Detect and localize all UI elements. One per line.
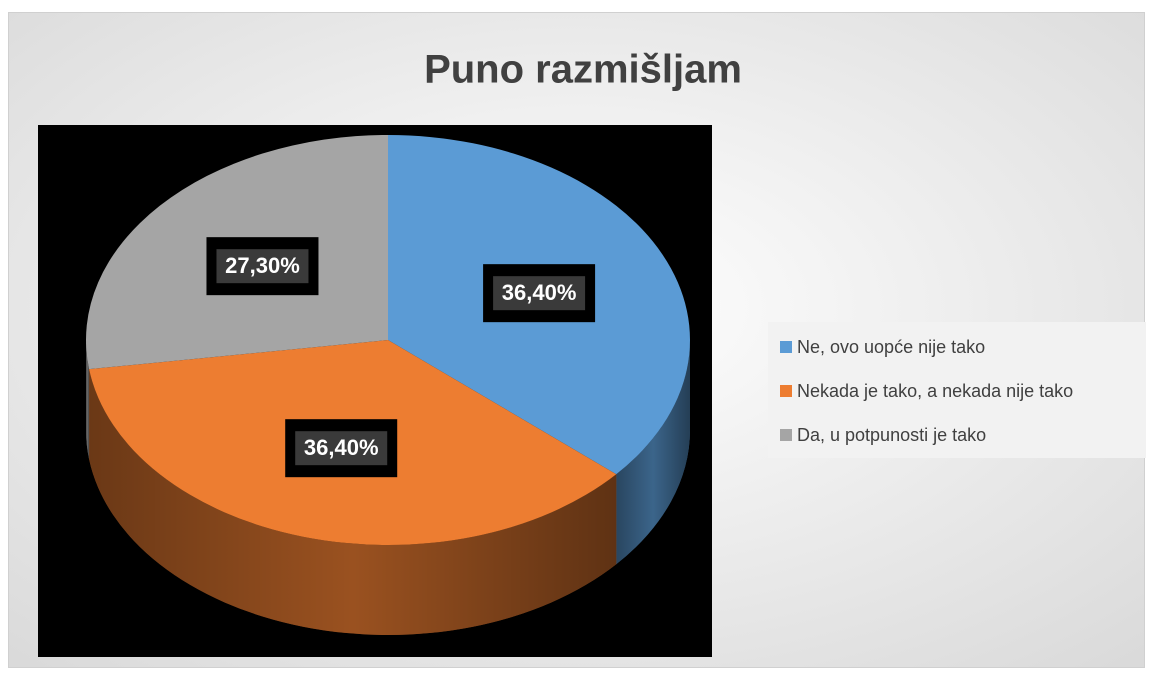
legend-swatch: [780, 385, 792, 397]
legend-label: Da, u potpunosti je tako: [797, 425, 986, 445]
legend: [768, 322, 1146, 458]
slice-side-shade: [616, 340, 690, 565]
legend-swatch: [780, 429, 792, 441]
data-label-inner: [295, 431, 388, 466]
data-label-inner: [216, 249, 309, 284]
legend-label: Nekada je tako, a nekada nije tako: [797, 381, 1073, 401]
data-label-inner: [493, 276, 586, 311]
data-label: 36,40%: [502, 280, 577, 305]
data-label: 27,30%: [225, 253, 300, 278]
slice-side-shade: [89, 369, 617, 636]
legend-swatch: [780, 341, 792, 353]
chart-title: Puno razmišljam: [424, 48, 742, 92]
legend-label: Ne, ovo uopće nije tako: [797, 337, 985, 357]
data-label: 36,40%: [304, 435, 379, 460]
slice-side-shade: [86, 340, 90, 460]
